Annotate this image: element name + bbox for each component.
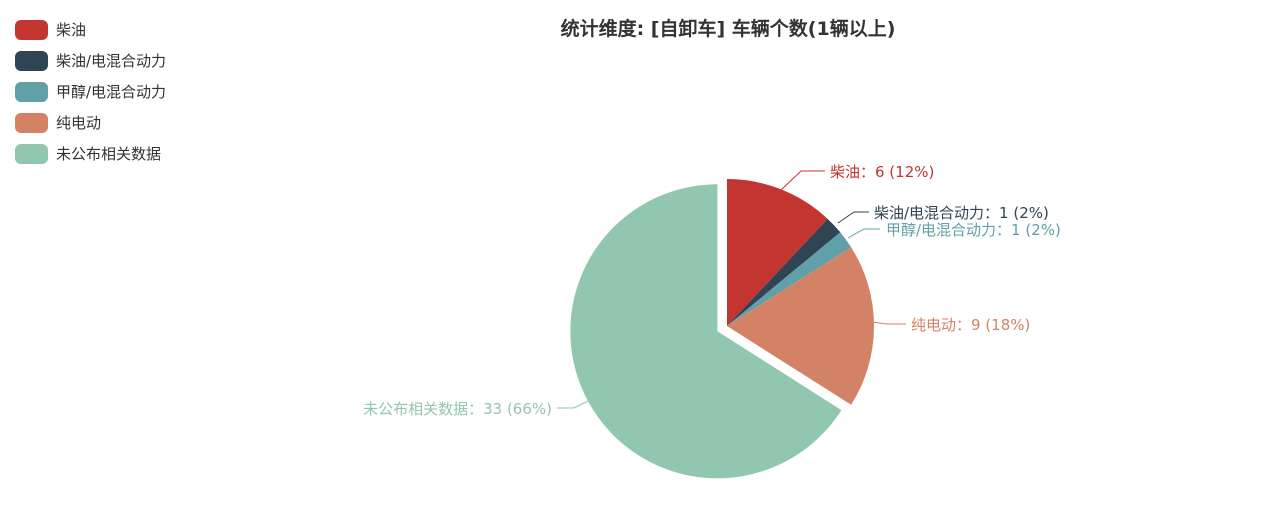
legend-item[interactable]: 柴油 — [15, 14, 166, 45]
label-line — [780, 170, 825, 191]
legend-swatch — [15, 19, 48, 40]
slice-label: 未公布相关数据：33 (66%) — [363, 400, 552, 418]
pie-slice[interactable] — [727, 179, 828, 326]
legend-label: 未公布相关数据 — [56, 145, 162, 163]
legend: 柴油柴油/电混合动力 甲醇/电混合动力 纯电动未公布相关数据 — [15, 14, 166, 169]
legend-label: 柴油 — [56, 21, 87, 39]
label-line — [557, 399, 591, 409]
legend-item[interactable]: 纯电动 — [15, 107, 166, 138]
label-line — [871, 321, 906, 325]
chart-title: 统计维度: [自卸车] 车辆个数(1辆以上) — [560, 18, 896, 40]
pie-slice[interactable] — [727, 247, 874, 405]
legend-item[interactable]: 未公布相关数据 — [15, 138, 166, 169]
label-line — [837, 211, 869, 224]
legend-swatch — [15, 81, 48, 102]
slice-label: 纯电动：9 (18%) — [911, 316, 1030, 334]
slice-label: 柴油：6 (12%) — [830, 163, 934, 181]
legend-item[interactable]: 柴油/电混合动力 — [15, 45, 166, 76]
legend-swatch — [15, 50, 48, 71]
pie-slice[interactable] — [570, 184, 842, 479]
label-line — [847, 228, 880, 239]
pie-slice[interactable] — [727, 232, 852, 326]
legend-label: 甲醇/电混合动力 — [56, 83, 167, 101]
legend-label: 纯电动 — [56, 114, 102, 132]
legend-swatch — [15, 112, 48, 133]
slice-label: 甲醇/电混合动力：1 (2%) — [886, 221, 1061, 239]
legend-item[interactable]: 甲醇/电混合动力 — [15, 76, 166, 107]
legend-label: 柴油/电混合动力 — [56, 52, 167, 70]
legend-swatch — [15, 143, 48, 164]
slice-label: 柴油/电混合动力：1 (2%) — [874, 204, 1049, 222]
pie-slice[interactable] — [727, 218, 841, 326]
